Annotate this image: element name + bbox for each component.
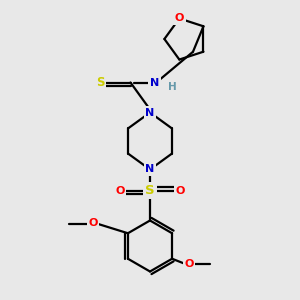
Text: H: H <box>168 82 177 92</box>
Text: S: S <box>96 76 105 89</box>
Text: S: S <box>145 184 155 197</box>
Text: O: O <box>88 218 98 229</box>
Text: O: O <box>175 14 184 23</box>
Text: O: O <box>175 185 185 196</box>
Text: N: N <box>146 107 154 118</box>
Text: O: O <box>184 259 194 269</box>
Text: O: O <box>115 185 125 196</box>
Text: N: N <box>146 164 154 175</box>
Text: N: N <box>150 77 159 88</box>
